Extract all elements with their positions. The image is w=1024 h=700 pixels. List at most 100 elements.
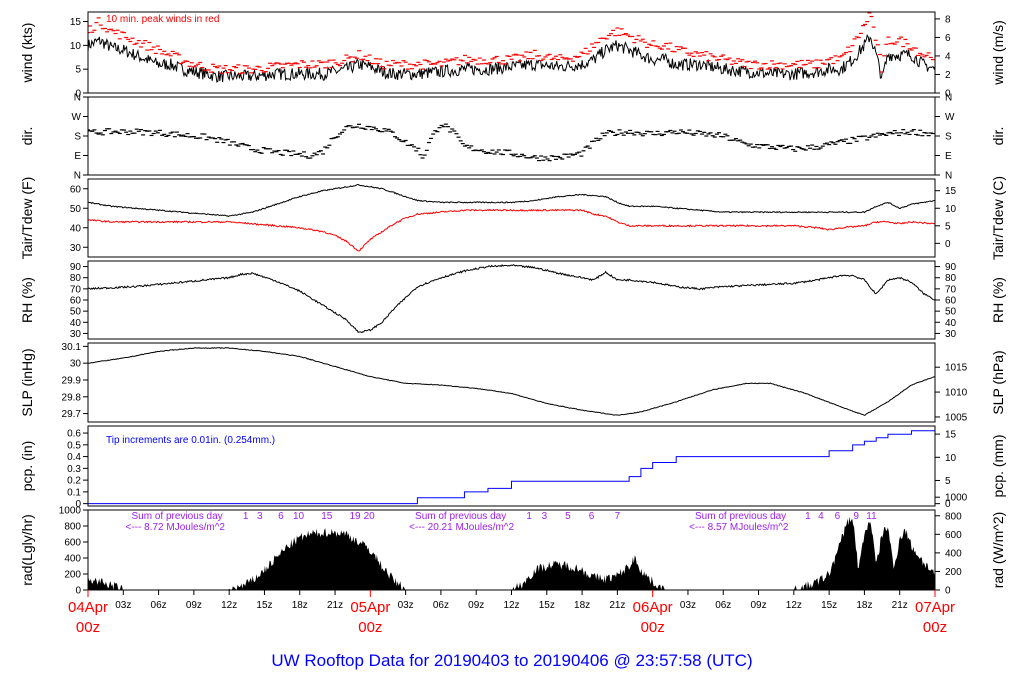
series-line-slp <box>88 347 935 416</box>
y-tick-label: 5 <box>75 65 81 76</box>
x-tick-label: 06z <box>151 600 167 611</box>
series-tair <box>88 183 935 218</box>
hour-mark-label: 5 <box>565 511 571 522</box>
x-tick-label: 09z <box>468 600 484 611</box>
x-tick-label: 21z <box>327 600 343 611</box>
y-tick-label-right: 1010 <box>945 388 968 399</box>
y-tick-label: 0 <box>75 499 81 510</box>
daily-sum-label: Sum of previous day <box>415 511 506 522</box>
y-tick-label: 80 <box>70 273 82 284</box>
y-tick-label: 800 <box>64 522 81 533</box>
y-tick-label: 0.3 <box>67 464 81 475</box>
y-axis-label-right: wind (m/s) <box>990 20 1006 86</box>
y-tick-label-right: 0 <box>945 239 951 250</box>
y-tick-label-right: 50 <box>945 307 957 318</box>
hour-mark-label: 4 <box>818 511 824 522</box>
y-tick-label: 0 <box>75 89 81 100</box>
y-tick-label-right: 1000 <box>945 493 968 504</box>
y-tick-label: 0.2 <box>67 476 81 487</box>
panel-note: 10 min. peak winds in red <box>106 14 219 25</box>
y-tick-label: 0.5 <box>67 440 81 451</box>
day-time-label: 00z <box>76 619 100 636</box>
y-tick-label: 29.9 <box>62 375 82 386</box>
y-tick-label-right: 4 <box>945 51 951 62</box>
series-direction <box>88 123 935 162</box>
panel-frame <box>87 96 936 176</box>
x-tick-label: 12z <box>503 600 519 611</box>
y-tick-label-right: 90 <box>945 262 957 273</box>
series-line-pcp <box>88 429 935 505</box>
panel-frame <box>87 11 936 94</box>
hour-mark-label: 6 <box>835 511 841 522</box>
y-tick-label-right: 8 <box>945 14 951 25</box>
y-tick-label-right: 6 <box>945 33 951 44</box>
y-axis-label: dir. <box>19 127 35 146</box>
y-axis-label: SLP (inHg) <box>19 348 35 416</box>
x-tick-label: 18z <box>574 600 590 611</box>
chart-title: UW Rooftop Data for 20190403 to 20190406… <box>271 651 752 670</box>
y-tick-label-right: 80 <box>945 273 957 284</box>
daily-sum-label: Sum of previous day <box>695 511 786 522</box>
day-date-label: 04Apr <box>68 599 108 616</box>
y-tick-label-right: 1005 <box>945 412 968 423</box>
y-axis-label: Tair/Tdew (F) <box>19 177 35 259</box>
x-tick-label: 09z <box>186 600 202 611</box>
daily-sum-label: Sum of previous day <box>132 511 223 522</box>
y-axis-label-right: RH (%) <box>990 277 1006 323</box>
y-axis-label: RH (%) <box>19 277 35 323</box>
y-tick-label: 30 <box>70 329 82 340</box>
y-tick-label-right: 0 <box>945 89 951 100</box>
y-axis-label-right: dir. <box>990 127 1006 146</box>
y-tick-label: 0.4 <box>67 452 81 463</box>
y-tick-label: 50 <box>70 204 82 215</box>
y-tick-label: 30 <box>70 359 82 370</box>
y-tick-label: 600 <box>64 538 81 549</box>
y-tick-label-right: 15 <box>945 430 957 441</box>
y-tick-label: N <box>74 171 81 182</box>
x-tick-label: 12z <box>221 600 237 611</box>
hour-mark-label: 1 <box>805 511 811 522</box>
panel-note: Tip increments are 0.01in. (0.254mm.) <box>106 435 275 446</box>
y-tick-label: 200 <box>64 570 81 581</box>
day-date-label: 07Apr <box>915 599 955 616</box>
y-axis-label: pcp. (in) <box>19 441 35 492</box>
series-line-wind <box>88 33 935 83</box>
y-tick-label-right: 2 <box>945 70 951 81</box>
panel-slp: 29.7 29.8 29.9 30 30.1 1005 1010 1015 SLP (inHg)… <box>19 342 1006 424</box>
y-tick-label-right: 800 <box>945 511 962 522</box>
x-tick-label: 21z <box>892 600 908 611</box>
series-line-rh <box>88 264 935 334</box>
series-slp <box>88 347 935 416</box>
y-axis-label-right: pcp. (mm) <box>990 435 1006 498</box>
series-rh <box>88 264 935 334</box>
y-tick-label: 40 <box>70 223 82 234</box>
y-tick-label: 60 <box>70 184 82 195</box>
x-tick-label: 06z <box>433 600 449 611</box>
y-tick-label-right: S <box>945 132 952 143</box>
y-tick-label: 70 <box>70 284 82 295</box>
panel-frame <box>87 342 936 423</box>
hour-mark-label: 15 <box>321 511 333 522</box>
y-tick-label-right: N <box>945 93 952 104</box>
panel-wind: 0 5 10 15 0 2 4 6 8 wind (kts) wind (m/s) 10 min. p… <box>19 11 1006 100</box>
y-tick-label-right: 15 <box>945 186 957 197</box>
y-tick-label-right: 10 <box>945 453 957 464</box>
series-radiation <box>88 516 935 590</box>
series-wind <box>88 33 935 83</box>
y-tick-label: 40 <box>70 318 82 329</box>
x-tick-label: 15z <box>256 600 272 611</box>
hour-mark-label: 1 <box>243 511 249 522</box>
x-tick-label: 03z <box>680 600 696 611</box>
y-tick-label: 0.6 <box>67 429 81 440</box>
x-tick-label: 15z <box>821 600 837 611</box>
day-time-label: 00z <box>358 619 382 636</box>
y-tick-label: 29.8 <box>62 392 82 403</box>
y-tick-label-right: 600 <box>945 530 962 541</box>
y-tick-label: 0.1 <box>67 487 81 498</box>
y-tick-label: 30 <box>70 243 82 254</box>
y-tick-label-right: 30 <box>945 329 957 340</box>
y-tick-label: 15 <box>70 17 82 28</box>
